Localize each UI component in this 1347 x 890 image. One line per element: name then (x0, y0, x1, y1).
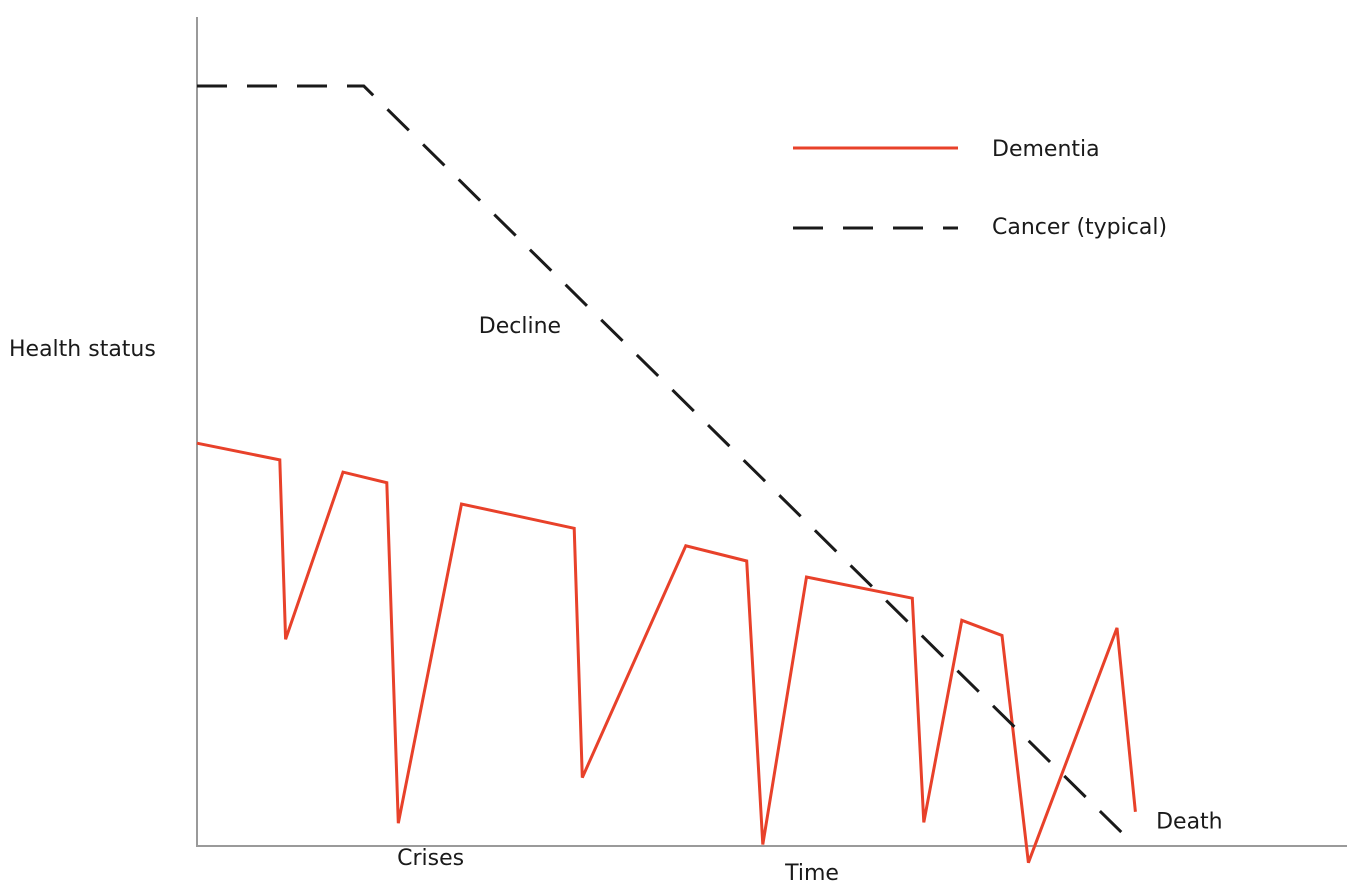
legend-label-cancer: Cancer (typical) (992, 215, 1167, 240)
annotation-crises: Crises (397, 846, 464, 871)
annotation-layer: Decline Crises Death (397, 314, 1223, 871)
series-layer (196, 84, 1137, 864)
x-axis-label: Time (784, 861, 839, 886)
series-line-dementia (196, 441, 1137, 864)
annotation-decline: Decline (479, 314, 561, 339)
legend-label-dementia: Dementia (992, 137, 1100, 162)
y-axis-label: Health status (9, 337, 156, 362)
annotation-death: Death (1156, 810, 1223, 835)
legend: Dementia Cancer (typical) (793, 137, 1167, 240)
series-line-cancer-typical (197, 84, 1137, 848)
